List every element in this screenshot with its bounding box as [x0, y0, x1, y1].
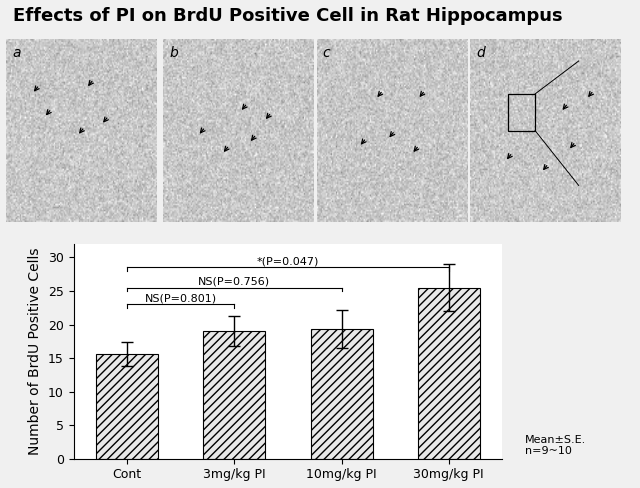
Text: c: c	[323, 46, 330, 61]
Bar	[96, 354, 158, 459]
Text: b: b	[169, 46, 178, 61]
Text: Mean±S.E.
n=9~10: Mean±S.E. n=9~10	[525, 435, 586, 456]
Bar	[204, 331, 266, 459]
Bar	[508, 94, 535, 130]
Y-axis label: Number of BrdU Positive Cells: Number of BrdU Positive Cells	[28, 247, 42, 455]
Text: d: d	[476, 46, 485, 61]
Text: NS(P=0.801): NS(P=0.801)	[145, 293, 217, 304]
Bar	[418, 287, 480, 459]
Text: NS(P=0.756): NS(P=0.756)	[198, 277, 271, 286]
Bar	[310, 329, 372, 459]
Text: *(P=0.047): *(P=0.047)	[257, 257, 319, 266]
Text: Effects of PI on BrdU Positive Cell in Rat Hippocampus: Effects of PI on BrdU Positive Cell in R…	[13, 7, 563, 25]
Text: a: a	[12, 46, 21, 61]
